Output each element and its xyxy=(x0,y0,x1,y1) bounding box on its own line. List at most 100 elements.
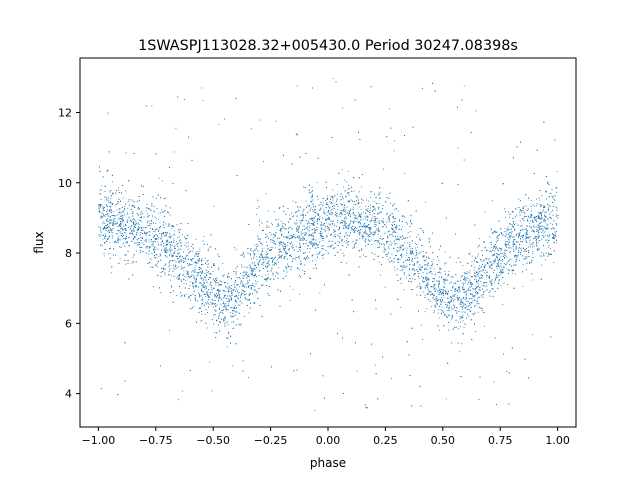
data-point xyxy=(315,259,317,261)
data-point xyxy=(183,270,185,272)
data-point xyxy=(532,251,534,253)
data-point xyxy=(369,232,371,234)
data-point xyxy=(210,287,212,289)
data-point xyxy=(246,275,248,277)
data-point xyxy=(178,276,180,278)
data-point xyxy=(118,219,120,220)
data-point xyxy=(187,242,189,244)
data-point xyxy=(355,200,357,201)
data-point xyxy=(310,235,312,236)
data-point xyxy=(423,250,424,252)
data-point xyxy=(440,272,442,274)
data-point xyxy=(120,218,122,220)
data-point xyxy=(446,291,448,293)
data-point xyxy=(467,313,468,315)
data-point xyxy=(189,276,191,278)
data-point xyxy=(337,205,339,207)
data-point xyxy=(438,276,440,278)
data-point xyxy=(278,218,280,220)
data-point xyxy=(502,260,503,262)
data-point xyxy=(264,274,266,276)
data-point xyxy=(369,209,371,211)
data-point xyxy=(499,258,501,260)
data-point xyxy=(534,216,536,217)
data-point xyxy=(368,234,369,236)
data-point xyxy=(518,198,520,200)
data-point xyxy=(125,190,127,192)
data-point xyxy=(151,220,152,221)
data-point xyxy=(218,285,220,287)
data-point xyxy=(275,275,276,277)
data-point xyxy=(401,244,403,246)
data-point xyxy=(370,239,372,241)
data-point xyxy=(334,214,336,216)
data-point xyxy=(551,254,552,255)
data-point xyxy=(299,275,300,276)
data-point xyxy=(218,294,220,296)
data-point xyxy=(484,272,486,274)
data-point xyxy=(193,261,195,263)
data-point xyxy=(478,268,480,270)
data-point xyxy=(168,223,170,225)
data-point xyxy=(545,259,546,261)
data-point xyxy=(368,200,370,202)
data-point xyxy=(219,280,221,282)
data-point xyxy=(161,209,162,211)
data-point xyxy=(526,218,528,220)
data-point xyxy=(199,268,201,269)
data-point xyxy=(427,256,429,258)
data-point xyxy=(171,250,173,251)
data-point xyxy=(202,297,204,299)
data-point xyxy=(117,201,119,202)
data-point xyxy=(155,222,157,224)
data-point xyxy=(248,312,250,314)
data-point xyxy=(364,232,366,234)
data-point xyxy=(475,292,476,294)
data-point xyxy=(541,264,543,266)
data-point xyxy=(422,272,424,273)
data-point xyxy=(477,281,479,282)
data-point xyxy=(109,241,111,243)
data-point xyxy=(409,264,410,266)
data-point xyxy=(356,370,358,372)
data-point xyxy=(124,208,126,210)
data-point xyxy=(438,280,439,282)
data-point xyxy=(439,329,440,331)
data-point xyxy=(359,238,361,240)
data-point xyxy=(531,230,533,232)
data-point xyxy=(337,220,338,222)
data-point xyxy=(425,264,427,266)
data-point xyxy=(287,236,289,237)
data-point xyxy=(103,215,105,217)
data-point xyxy=(481,270,483,272)
data-point xyxy=(256,259,258,261)
data-point xyxy=(117,237,119,239)
data-point xyxy=(398,247,400,249)
data-point xyxy=(275,120,277,122)
data-point xyxy=(404,274,406,276)
data-point xyxy=(494,260,496,262)
data-point xyxy=(307,248,308,249)
data-point xyxy=(194,269,196,270)
data-point xyxy=(487,263,489,265)
data-point xyxy=(121,227,123,229)
data-point xyxy=(492,255,493,257)
data-point xyxy=(149,246,151,248)
data-point xyxy=(396,243,398,245)
data-point xyxy=(227,290,229,292)
data-point xyxy=(254,244,256,246)
data-point xyxy=(241,264,242,266)
data-point xyxy=(328,217,329,219)
data-point xyxy=(148,216,149,218)
data-point xyxy=(413,270,415,272)
data-point xyxy=(174,259,176,261)
data-point xyxy=(148,246,150,248)
data-point xyxy=(140,212,142,214)
data-point xyxy=(286,266,288,268)
data-point xyxy=(125,152,127,154)
data-point xyxy=(267,274,269,275)
data-point xyxy=(486,276,488,278)
data-point xyxy=(214,296,216,297)
data-point xyxy=(192,283,193,285)
